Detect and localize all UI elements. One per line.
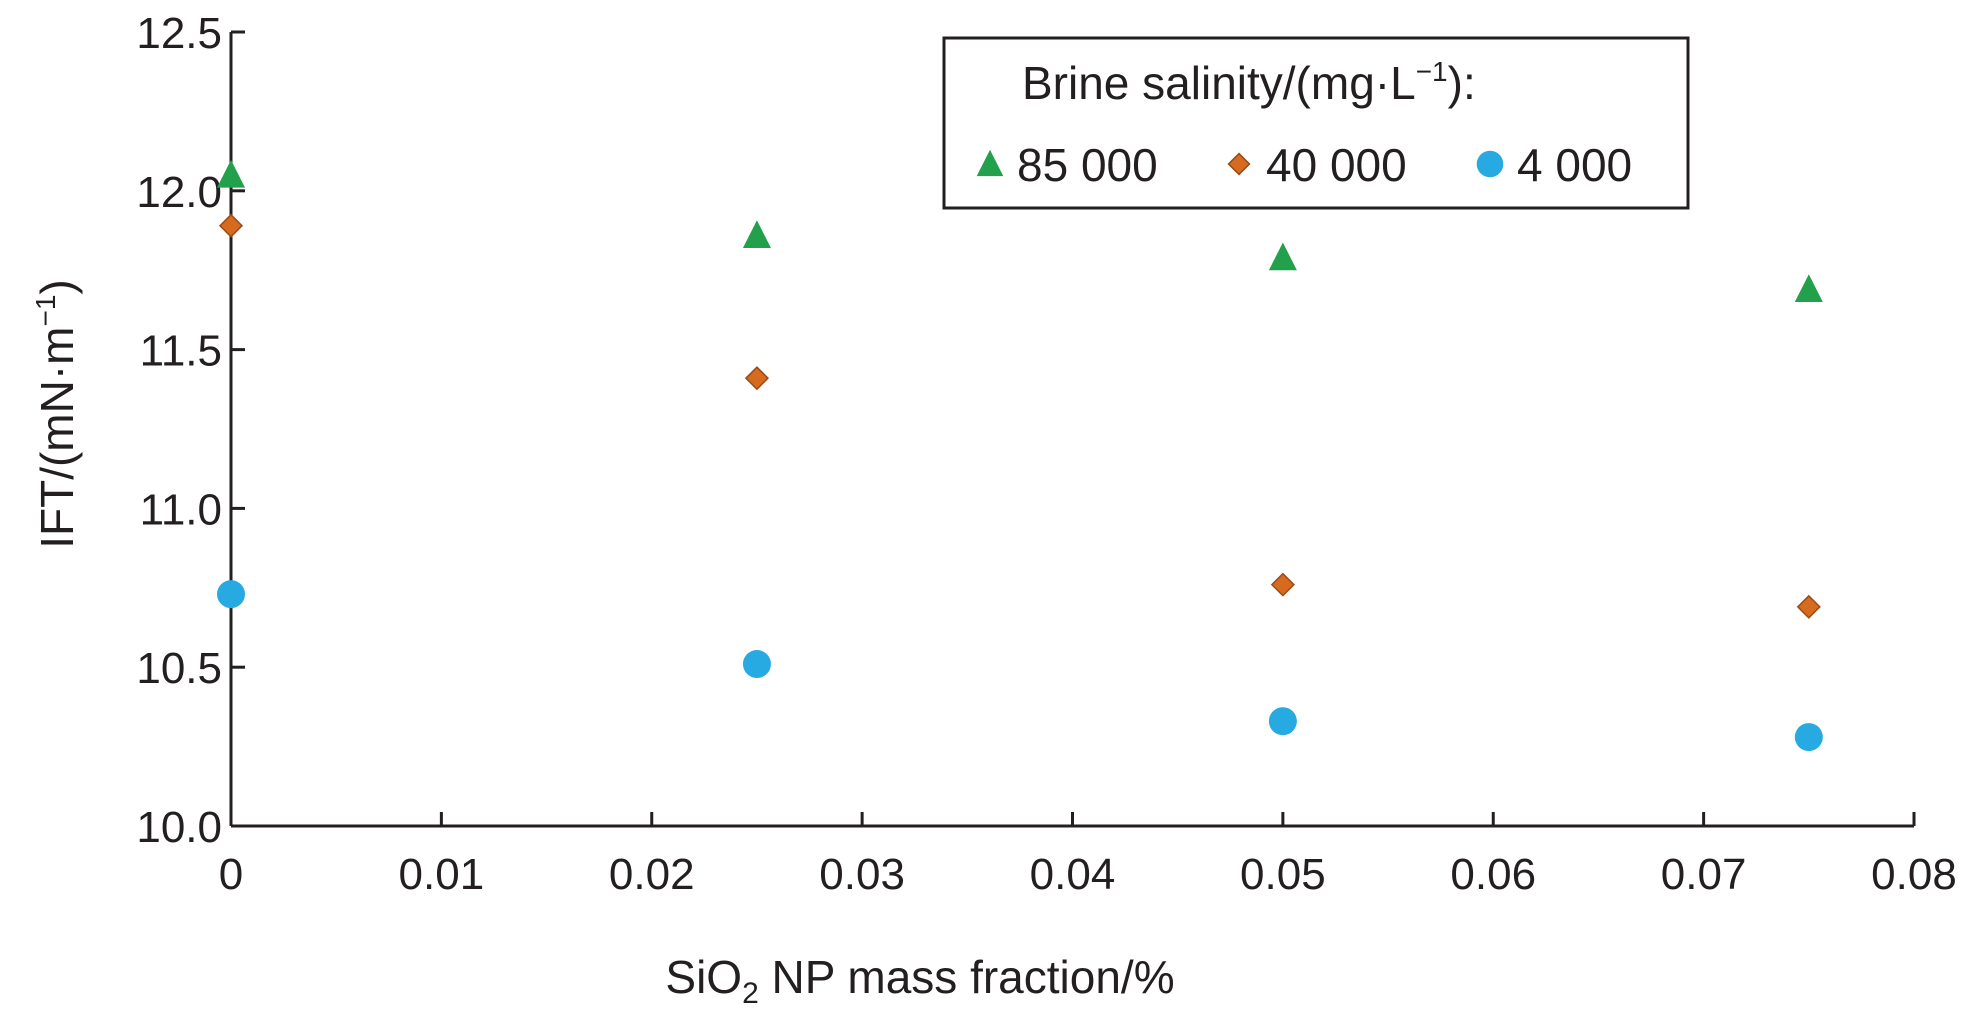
x-tick-label: 0.08: [1871, 850, 1957, 899]
y-tick-label: 12.5: [136, 9, 222, 58]
x-tick-label: 0.06: [1450, 850, 1536, 899]
data-point-triangle: [1268, 242, 1297, 271]
data-points: [217, 159, 1823, 752]
x-tick-label: 0.07: [1661, 850, 1747, 899]
y-tick-label: 12.0: [136, 168, 222, 217]
x-tick-label: 0: [219, 850, 243, 899]
x-tick-label: 0.01: [399, 850, 485, 899]
data-point-diamond: [744, 366, 769, 391]
data-point-diamond: [218, 213, 244, 238]
x-axis-ticks: 0 0.01 0.02 0.03 0.04 0.05 0.06 0.07 0.08: [219, 812, 1957, 899]
data-point-circle: [1794, 723, 1823, 752]
legend-label: 85 000: [1017, 139, 1158, 191]
legend-marker-circle: [1476, 150, 1504, 178]
legend-entries: 85 000 40 000 4 000: [976, 139, 1632, 191]
data-point-circle: [742, 650, 771, 679]
data-point-diamond: [1796, 594, 1821, 619]
y-tick-label: 11.0: [140, 485, 222, 534]
legend-title: Brine salinity/(mg·L−1):: [1022, 56, 1476, 109]
data-point-circle: [217, 580, 245, 609]
data-point-triangle: [217, 159, 245, 188]
legend-label: 40 000: [1266, 139, 1407, 191]
legend-box: [942, 36, 1690, 210]
y-tick-label: 10.5: [136, 644, 222, 693]
data-point-circle: [1268, 707, 1297, 736]
legend: Brine salinity/(mg·L−1): 85 000 40 000 4 0…: [942, 36, 1690, 210]
y-tick-label: 11.5: [140, 327, 222, 376]
x-tick-label: 0.05: [1240, 850, 1326, 899]
data-point-triangle: [1794, 274, 1823, 303]
data-point-diamond: [1270, 572, 1295, 597]
legend-label: 4 000: [1517, 139, 1632, 191]
x-tick-label: 0.03: [819, 850, 905, 899]
y-tick-label: 10.0: [136, 803, 222, 852]
y-axis-ticks: 10.0 10.5 11.0 11.5 12.0 12.5: [136, 9, 245, 852]
legend-marker-diamond: [1227, 152, 1251, 176]
legend-marker-triangle: [976, 149, 1004, 177]
x-axis-title: SiO2 NP mass fraction/%: [665, 951, 1174, 1010]
x-tick-label: 0.02: [609, 850, 695, 899]
x-tick-label: 0.04: [1030, 850, 1116, 899]
y-axis-title: IFT/(mN·m−1): [30, 279, 83, 549]
data-point-triangle: [742, 220, 771, 249]
